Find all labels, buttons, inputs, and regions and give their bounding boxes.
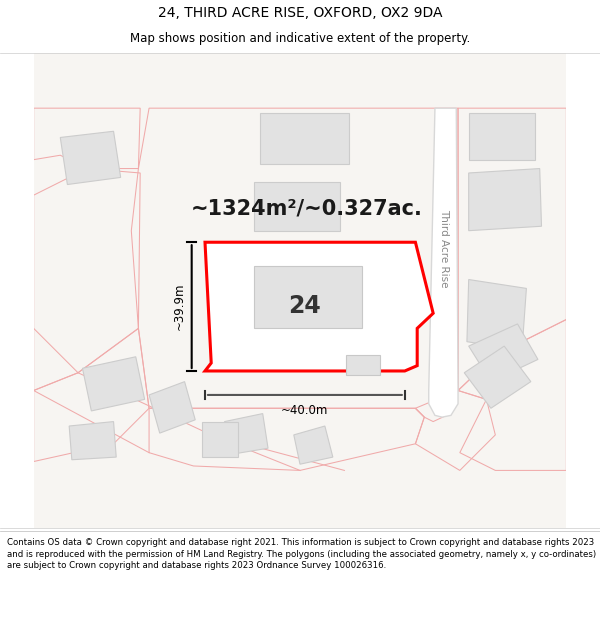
Polygon shape (254, 266, 362, 328)
Polygon shape (429, 108, 458, 417)
Polygon shape (294, 426, 333, 464)
Text: ~39.9m: ~39.9m (172, 283, 185, 331)
Text: 24, THIRD ACRE RISE, OXFORD, OX2 9DA: 24, THIRD ACRE RISE, OXFORD, OX2 9DA (158, 6, 442, 20)
Polygon shape (205, 242, 433, 371)
Text: Third Acre Rise: Third Acre Rise (439, 209, 449, 288)
Text: Map shows position and indicative extent of the property.: Map shows position and indicative extent… (130, 32, 470, 45)
Text: ~1324m²/~0.327ac.: ~1324m²/~0.327ac. (191, 199, 423, 219)
Polygon shape (69, 422, 116, 460)
Polygon shape (464, 346, 531, 408)
Polygon shape (60, 131, 121, 184)
Polygon shape (254, 182, 340, 231)
Polygon shape (224, 414, 268, 454)
Polygon shape (469, 169, 541, 231)
Polygon shape (149, 382, 195, 433)
Text: 24: 24 (288, 294, 321, 318)
Polygon shape (469, 114, 535, 159)
Polygon shape (346, 355, 380, 374)
Polygon shape (260, 114, 349, 164)
Polygon shape (467, 279, 526, 351)
Polygon shape (202, 422, 238, 457)
Text: Contains OS data © Crown copyright and database right 2021. This information is : Contains OS data © Crown copyright and d… (7, 538, 596, 571)
Polygon shape (469, 324, 538, 382)
Polygon shape (82, 357, 145, 411)
Text: ~40.0m: ~40.0m (281, 404, 329, 417)
